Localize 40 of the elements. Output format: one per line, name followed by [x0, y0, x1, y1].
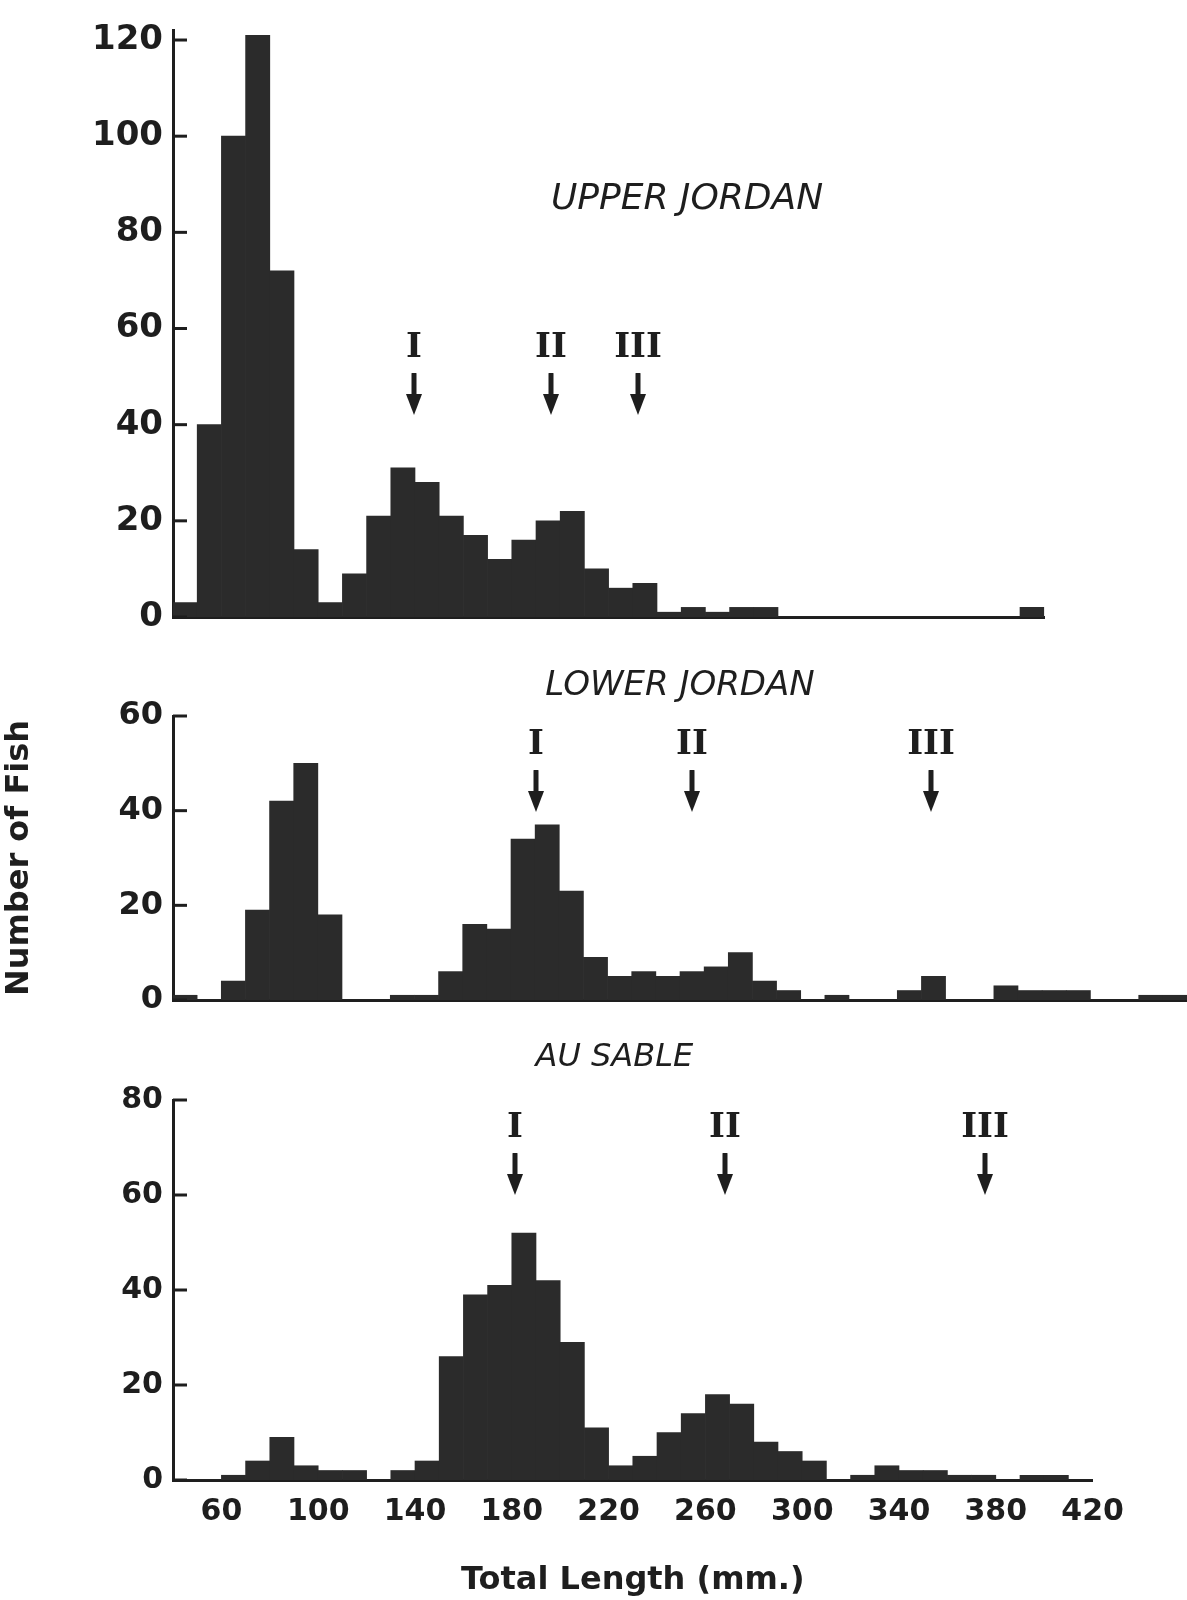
annotation: II — [708, 1105, 742, 1145]
y-tick-label: 20 — [121, 1364, 163, 1400]
x-tick-label: 420 — [1061, 1491, 1124, 1527]
y-tick-label: 80 — [121, 1079, 163, 1115]
y-tick-label: 80 — [115, 209, 163, 250]
y-tick-label: 40 — [115, 401, 163, 442]
y-tick-label: 60 — [121, 1174, 163, 1210]
annotation: I — [506, 1105, 524, 1145]
y-tick-label: 20 — [118, 883, 163, 922]
y-tick-label: 120 — [92, 16, 163, 57]
x-tick-label: 180 — [480, 1491, 544, 1527]
annotation: III — [906, 722, 956, 762]
y-tick-label: 20 — [115, 497, 163, 538]
x-tick-label: 340 — [867, 1491, 931, 1527]
text: UPPER JORDAN — [550, 176, 824, 218]
x-tick-label: 380 — [964, 1491, 1028, 1527]
annotation: II — [534, 325, 568, 365]
annotation: III — [960, 1105, 1010, 1145]
annotation: I — [527, 722, 545, 762]
chart-title: LOWER JORDAN — [545, 662, 815, 703]
y-tick-label: 0 — [139, 593, 163, 634]
annotation: III — [613, 325, 663, 365]
y-tick-label: 0 — [142, 1459, 163, 1495]
y-tick-label: 60 — [118, 694, 163, 733]
y-tick-label: 60 — [115, 305, 163, 346]
y-tick-label: 100 — [92, 113, 163, 154]
x-tick-label: 140 — [383, 1491, 447, 1527]
annotation: I — [405, 325, 423, 365]
y-tick-label: 0 — [140, 978, 163, 1017]
x-axis-title: Total Length (mm.) — [460, 1559, 805, 1598]
y-axis-title: Number of Fish — [0, 719, 36, 997]
x-tick-label: 60 — [200, 1491, 243, 1527]
chart-title: AU SABLE — [533, 1036, 695, 1075]
x-tick-label: 220 — [577, 1491, 640, 1527]
x-tick-label: 260 — [674, 1491, 737, 1527]
x-tick-label: 100 — [286, 1491, 350, 1527]
x-tick-label: 300 — [770, 1491, 834, 1527]
annotation: II — [675, 722, 709, 762]
y-tick-label: 40 — [118, 788, 163, 827]
y-tick-label: 40 — [121, 1269, 163, 1305]
